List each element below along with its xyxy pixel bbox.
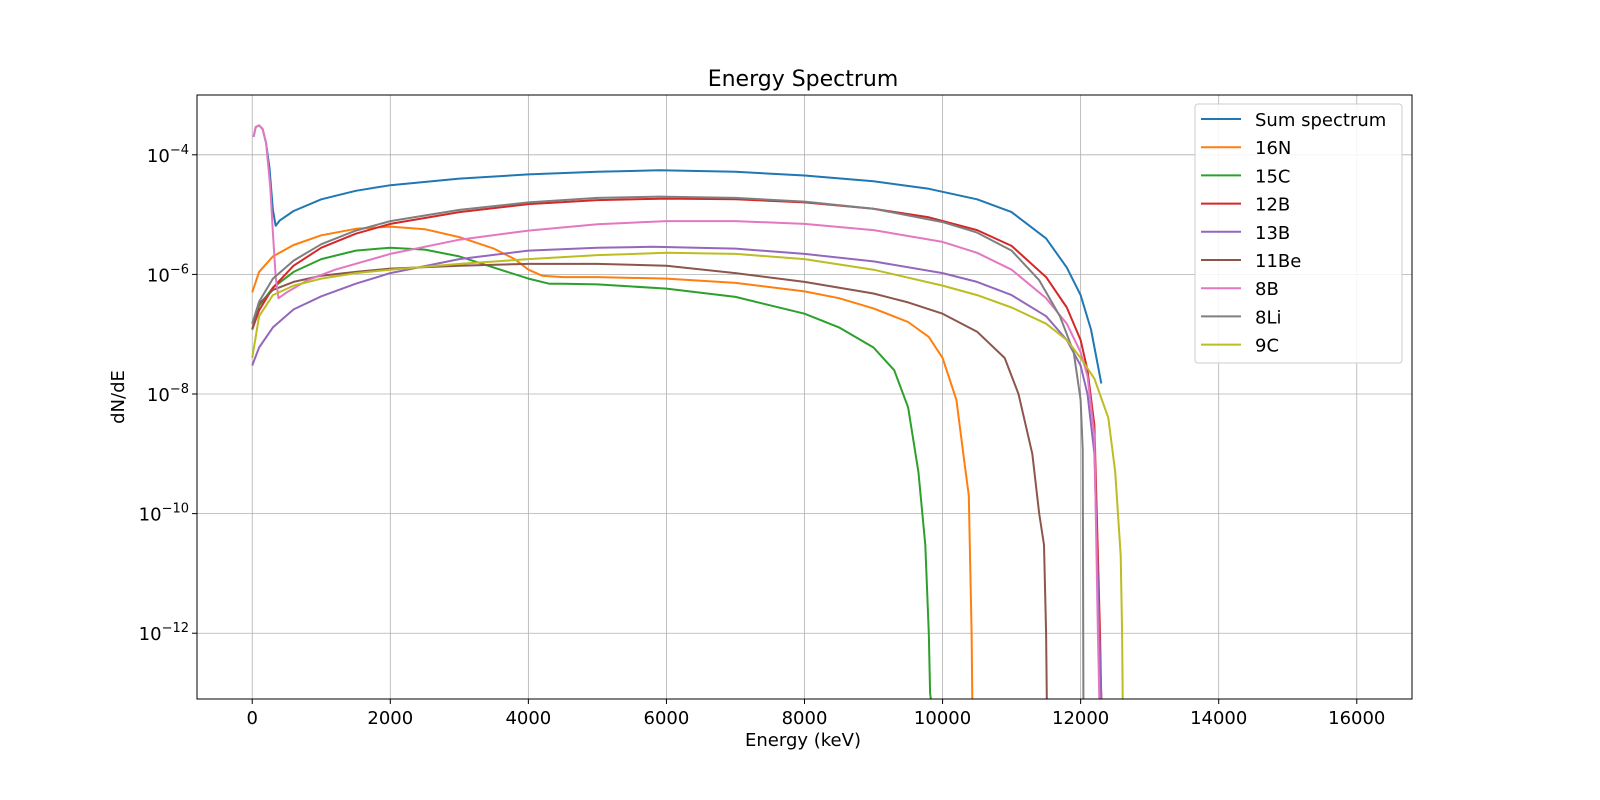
legend-label-sum-spectrum: Sum spectrum [1255, 110, 1386, 131]
y-tick-label: 10−4 [147, 143, 189, 167]
x-tick-label: 12000 [1052, 708, 1109, 729]
x-axis-label: Energy (keV) [745, 730, 861, 751]
y-tick-label: 10−10 [139, 502, 189, 526]
series-line-16n [251, 225, 974, 699]
y-tick-base: 10 [147, 265, 170, 286]
y-tick-base: 10 [139, 624, 162, 645]
legend-label-9c: 9C [1255, 336, 1279, 357]
legend-label-12b: 12B [1255, 195, 1290, 216]
x-tick-label: 6000 [644, 708, 690, 729]
legend-label-16n: 16N [1255, 138, 1291, 159]
y-tick-label: 10−6 [147, 262, 189, 286]
series-line-12b [251, 197, 1103, 699]
legend-label-8li: 8Li [1255, 307, 1281, 328]
series-line-8li [251, 195, 1085, 699]
y-tick-base: 10 [147, 146, 170, 167]
y-tick-base: 10 [147, 385, 170, 406]
legend-label-11be: 11Be [1255, 251, 1301, 272]
series-line-13b [251, 245, 1103, 699]
legend-box [1194, 103, 1403, 364]
y-tick-exponent: −8 [170, 382, 189, 397]
x-tick-label: 14000 [1190, 708, 1247, 729]
series-line-15c [251, 246, 932, 699]
series-line-8b [252, 124, 1101, 699]
y-tick-exponent: −12 [162, 621, 189, 636]
series-lines [251, 124, 1124, 699]
y-tick-base: 10 [139, 505, 162, 526]
y-tick-exponent: −6 [170, 262, 189, 277]
y-tick-label: 10−12 [139, 621, 189, 645]
y-tick-exponent: −10 [162, 502, 189, 517]
legend: Sum spectrum 16N 15C 12B 13B 11Be 8B 8Li 9C [1194, 103, 1403, 364]
x-axis-ticks: 0 2000 4000 6000 8000 10000 12000 14000 16000 [247, 699, 1385, 729]
legend-label-15c: 15C [1255, 166, 1290, 187]
y-axis-label: dN/dE [108, 370, 129, 424]
x-tick-label: 16000 [1328, 708, 1385, 729]
x-tick-label: 4000 [505, 708, 551, 729]
series-line-sum-spectrum [252, 124, 1103, 384]
series-line-9c [251, 251, 1124, 699]
x-tick-label: 2000 [367, 708, 413, 729]
chart-title: Energy Spectrum [708, 67, 899, 92]
x-tick-label: 0 [247, 708, 258, 729]
legend-label-8b: 8B [1255, 279, 1279, 300]
legend-label-13b: 13B [1255, 223, 1290, 244]
y-tick-exponent: −4 [170, 143, 189, 158]
y-tick-label: 10−8 [147, 382, 189, 406]
x-tick-label: 8000 [782, 708, 828, 729]
x-tick-label: 10000 [914, 708, 971, 729]
